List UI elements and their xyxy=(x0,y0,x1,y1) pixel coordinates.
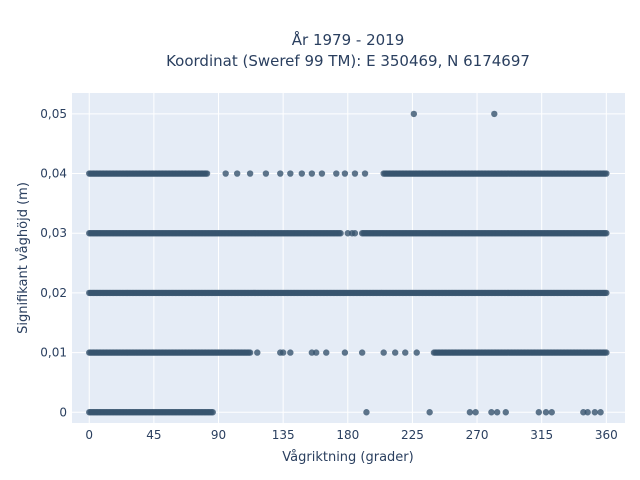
data-point xyxy=(246,349,254,356)
data-point xyxy=(262,170,270,177)
data-point xyxy=(548,409,555,416)
y-tick-label: 0,03 xyxy=(40,226,67,240)
data-point xyxy=(222,170,229,177)
x-tick-label: 135 xyxy=(272,428,295,442)
data-point xyxy=(542,409,550,416)
data-point xyxy=(277,170,284,177)
data-point xyxy=(287,170,294,177)
data-point xyxy=(603,349,610,356)
data-point xyxy=(466,409,474,416)
x-tick-label: 180 xyxy=(336,428,359,442)
x-tick-label: 360 xyxy=(595,428,618,442)
data-point xyxy=(402,349,409,356)
data-point xyxy=(380,349,387,356)
data-point xyxy=(413,349,420,356)
data-point xyxy=(351,170,359,177)
x-tick-label: 90 xyxy=(211,428,226,442)
data-point xyxy=(323,349,330,356)
data-point xyxy=(333,170,340,177)
chart-title: År 1979 - 2019 xyxy=(292,30,405,49)
x-axis-title: Vågriktning (grader) xyxy=(282,450,413,465)
x-tick-label: 225 xyxy=(401,428,424,442)
x-tick-label: 45 xyxy=(146,428,161,442)
y-tick-label: 0,01 xyxy=(40,346,67,360)
data-point xyxy=(279,349,287,356)
x-tick-label: 315 xyxy=(530,428,553,442)
data-point xyxy=(535,409,543,416)
y-tick-label: 0,05 xyxy=(40,107,67,121)
plot-area xyxy=(72,93,625,423)
data-point xyxy=(308,170,316,177)
data-point xyxy=(591,409,599,416)
data-point xyxy=(361,170,369,177)
data-point xyxy=(203,170,211,177)
data-point xyxy=(298,170,306,177)
data-point xyxy=(410,110,418,118)
data-point xyxy=(391,349,399,356)
data-point xyxy=(603,170,610,177)
x-axis-ticks: 0 45 90 135 180 225 270 315 360 xyxy=(85,428,617,442)
data-point xyxy=(318,170,326,177)
y-axis-ticks: 0 0,01 0,02 0,03 0,04 0,05 xyxy=(40,107,67,419)
data-point xyxy=(584,409,591,416)
x-tick-label: 0 xyxy=(85,428,93,442)
data-point xyxy=(233,170,241,177)
data-point xyxy=(254,349,261,356)
data-point xyxy=(363,409,370,416)
data-point xyxy=(502,409,509,416)
data-point xyxy=(209,409,216,416)
data-point xyxy=(426,409,433,416)
data-point xyxy=(287,349,294,356)
chart-subtitle: Koordinat (Sweref 99 TM): E 350469, N 61… xyxy=(166,52,530,70)
data-point xyxy=(603,230,610,237)
data-point xyxy=(603,289,610,297)
data-point xyxy=(312,349,320,356)
data-point xyxy=(597,409,604,416)
data-point xyxy=(246,170,254,177)
data-point xyxy=(472,409,479,416)
data-point xyxy=(491,110,498,118)
data-point xyxy=(358,349,366,356)
data-point xyxy=(341,349,349,356)
data-point xyxy=(351,230,359,237)
data-point xyxy=(493,409,501,416)
y-tick-label: 0,02 xyxy=(40,286,67,300)
data-point xyxy=(341,170,349,177)
x-tick-label: 270 xyxy=(466,428,489,442)
data-point xyxy=(488,409,495,416)
y-axis-title: Signifikant våghöjd (m) xyxy=(16,182,31,334)
y-tick-label: 0,04 xyxy=(40,167,67,181)
data-point xyxy=(337,230,344,237)
data-points xyxy=(86,110,610,416)
y-tick-label: 0 xyxy=(59,405,67,419)
